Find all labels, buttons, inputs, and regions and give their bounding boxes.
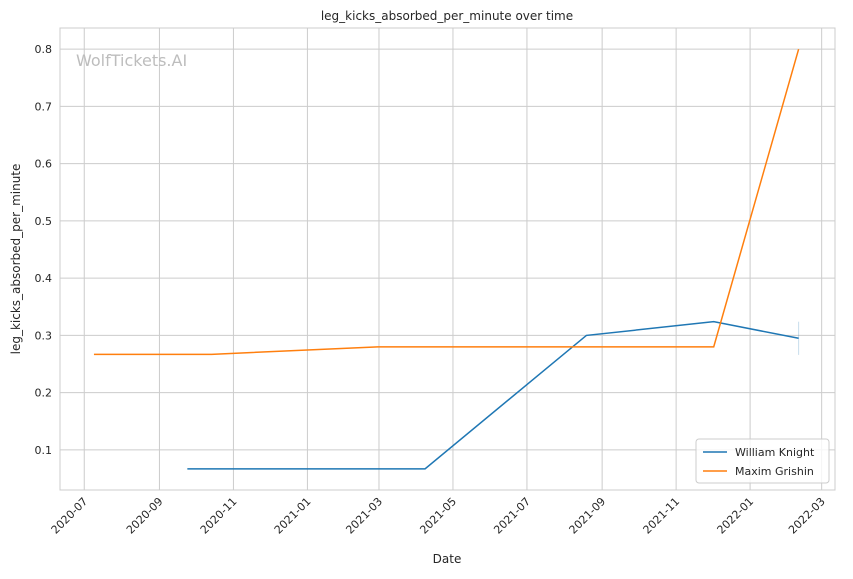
x-tick-label: 2021-11 xyxy=(641,495,683,537)
x-axis-label: Date xyxy=(433,552,462,566)
y-axis-label: leg_kicks_absorbed_per_minute xyxy=(9,164,23,355)
x-tick-label: 2021-09 xyxy=(567,495,609,537)
y-tick-label: 0.4 xyxy=(35,272,53,285)
x-tick-label: 2021-05 xyxy=(417,495,459,537)
x-tick-label: 2020-11 xyxy=(198,495,240,537)
y-tick-label: 0.3 xyxy=(35,329,53,342)
chart-title: leg_kicks_absorbed_per_minute over time xyxy=(321,9,573,23)
x-tick-label: 2021-01 xyxy=(272,495,314,537)
y-tick-label: 0.2 xyxy=(35,387,53,400)
series-line-maxim-grishin xyxy=(94,49,799,354)
legend-label-maxim-grishin: Maxim Grishin xyxy=(735,465,814,478)
plot-frame xyxy=(60,28,835,490)
x-tick-label: 2021-03 xyxy=(343,495,385,537)
x-tick-label: 2020-07 xyxy=(49,495,91,537)
x-tick-label: 2022-01 xyxy=(715,495,757,537)
y-tick-label: 0.1 xyxy=(35,444,53,457)
legend-label-william-knight: William Knight xyxy=(735,446,815,459)
x-tick-label: 2022-03 xyxy=(786,495,828,537)
y-tick-label: 0.8 xyxy=(35,43,53,56)
x-tick-label: 2021-07 xyxy=(491,495,533,537)
y-tick-label: 0.7 xyxy=(35,100,53,113)
y-tick-label: 0.5 xyxy=(35,215,53,228)
x-tick-label: 2020-09 xyxy=(124,495,166,537)
watermark: WolfTickets.AI xyxy=(76,51,187,70)
y-tick-label: 0.6 xyxy=(35,158,53,171)
legend: William Knight Maxim Grishin xyxy=(696,439,829,483)
